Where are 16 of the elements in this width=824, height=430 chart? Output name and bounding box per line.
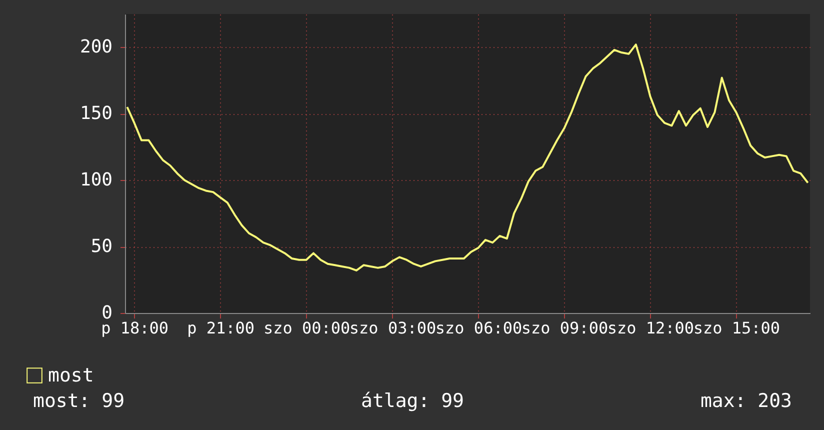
y-tick-label: 50 (90, 236, 112, 258)
y-tick-label: 100 (80, 170, 112, 191)
x-tick-label: szo 12:00 (607, 318, 694, 338)
x-tick-label: szo 06:00 (435, 318, 522, 338)
x-tick-label: szo 00:00 (263, 318, 350, 338)
x-tick-label: szo 09:00 (521, 318, 608, 338)
line-series (126, 44, 809, 272)
y-tick-label: 150 (80, 103, 112, 124)
text: átlag: 99 (361, 390, 464, 412)
x-tick-label: szo 03:00 (349, 318, 436, 338)
text: max: 203 (700, 390, 792, 412)
y-tick-label: 200 (80, 36, 112, 58)
text: most: 99 (33, 390, 125, 412)
legend-label: most (48, 364, 94, 386)
x-tick-label: p 21:00 (187, 318, 255, 338)
x-tick-label: szo 15:00 (693, 318, 780, 338)
